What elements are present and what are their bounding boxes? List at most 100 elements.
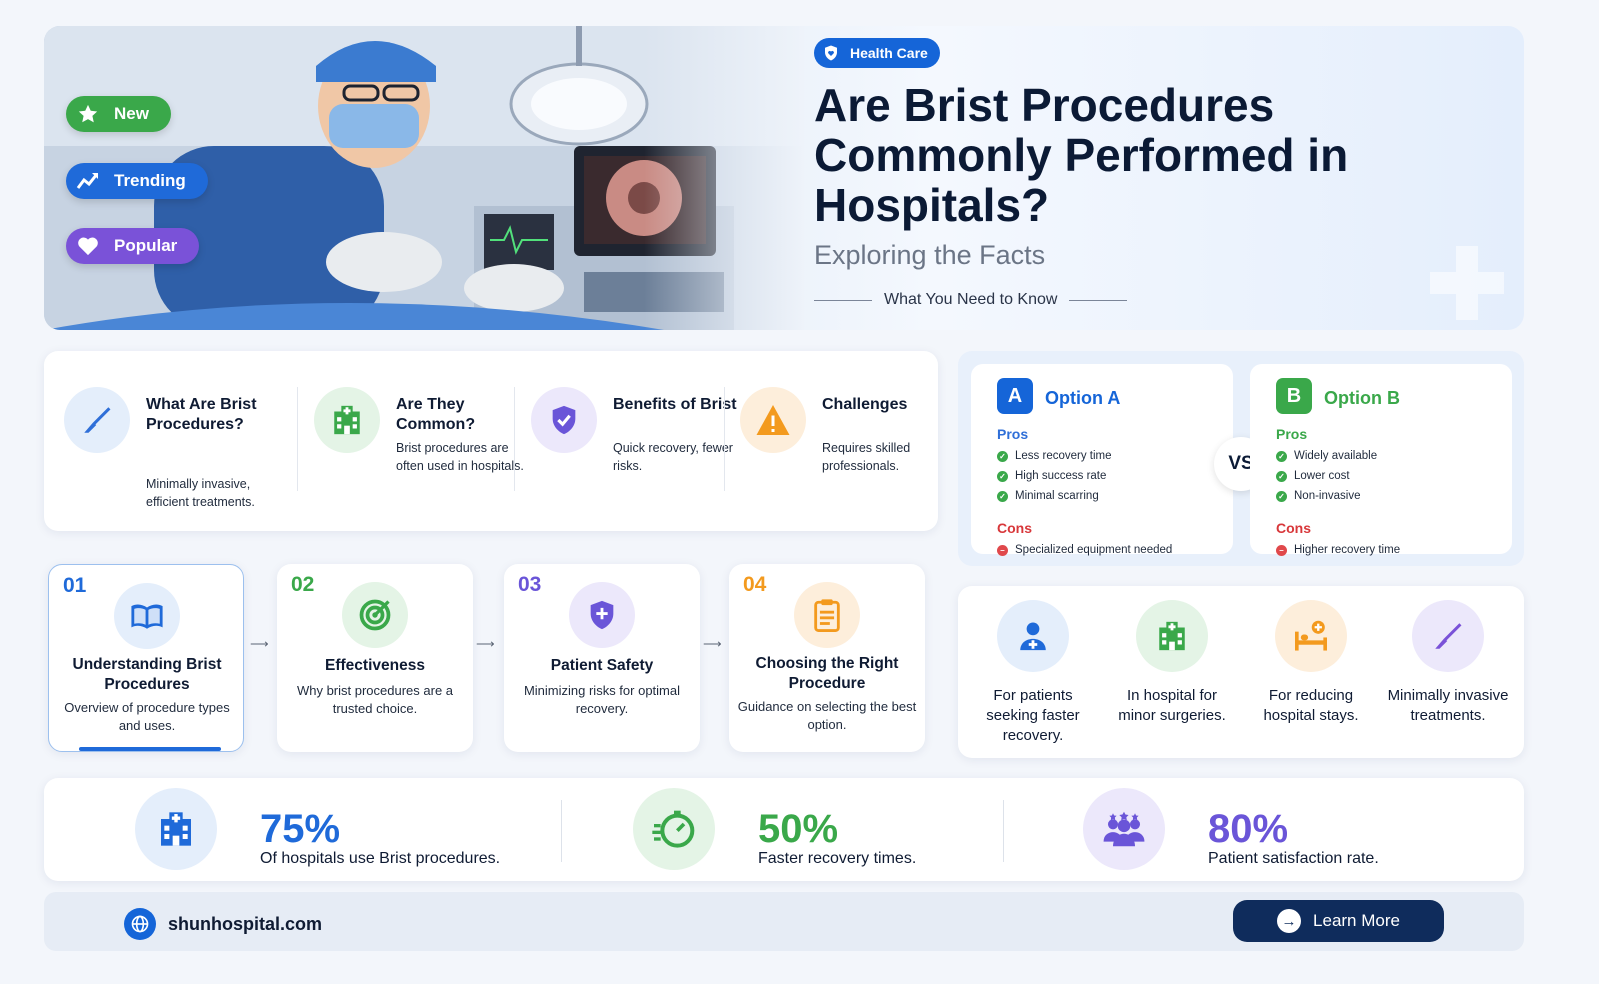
stat-value: 80% — [1208, 807, 1289, 851]
learn-more-button[interactable]: → Learn More — [1233, 900, 1444, 942]
tag-trending-label: Trending — [114, 171, 186, 190]
website-link[interactable]: shunhospital.com — [124, 908, 322, 940]
footer-bar: shunhospital.com → Learn More — [44, 892, 1524, 951]
divider — [297, 387, 298, 491]
clipboard-icon — [794, 582, 860, 648]
step-number: 04 — [743, 573, 767, 596]
pro-text: Less recovery time — [1015, 450, 1112, 462]
pro-text: Non-invasive — [1294, 490, 1361, 502]
option-a-title: Option A — [1045, 388, 1121, 408]
option-b-card: B Option B Pros ✓ Widely available ✓ Lower… — [1250, 364, 1512, 556]
medical-cross-icon — [1430, 246, 1504, 320]
step-desc: Minimizing risks for optimal recovery. — [523, 683, 681, 716]
check-icon: ✓ — [997, 490, 1008, 502]
surgeon-photo — [44, 26, 804, 330]
hospital-icon — [1136, 600, 1208, 672]
minus-icon: – — [997, 544, 1008, 556]
question-title: Benefits of Brist — [613, 396, 737, 413]
pros-label: Pros — [1276, 426, 1308, 442]
audience-text: For patients seeking faster recovery. — [986, 687, 1080, 744]
pro-text: Minimal scarring — [1015, 490, 1099, 502]
step-desc: Guidance on selecting the best option. — [737, 699, 917, 732]
cons-label: Cons — [1276, 520, 1311, 536]
stopwatch-icon — [633, 788, 715, 870]
heart-icon — [76, 234, 100, 258]
questions-card: What Are Brist Procedures? Minimally inv… — [44, 351, 938, 531]
pros-label: Pros — [997, 426, 1029, 442]
question-desc: Requires skilled professionals. — [822, 441, 911, 473]
step-number: 01 — [63, 574, 87, 597]
stats-card: 75% Of hospitals use Brist procedures. 5… — [44, 778, 1524, 881]
arrow-icon: ⟶ — [476, 636, 495, 651]
check-icon: ✓ — [1276, 450, 1287, 462]
pro-text: Widely available — [1294, 450, 1378, 462]
step-title: Effectiveness — [325, 657, 425, 674]
learn-more-label: Learn More — [1313, 911, 1400, 930]
audience-text: In hospital for minor surgeries. — [1118, 687, 1226, 724]
tag-popular-label: Popular — [114, 236, 178, 255]
page-subtitle: Exploring the Facts — [814, 240, 1046, 270]
stat-label: Faster recovery times. — [758, 850, 917, 867]
tag-new: New — [66, 96, 171, 132]
step-number: 02 — [291, 573, 315, 596]
stat-label: Of hospitals use Brist procedures. — [260, 850, 501, 867]
star-icon — [76, 102, 100, 126]
step-card: 03 Patient Safety Minimizing risks for o… — [504, 564, 700, 752]
pro-item: ✓ Lower cost — [1276, 470, 1350, 482]
audience-text: For reducing hospital stays. — [1263, 687, 1359, 724]
option-a-card: A Option A Pros ✓ Less recovery time ✓ Hig… — [971, 364, 1233, 556]
divider-line — [1069, 299, 1128, 301]
option-b-badge: B — [1276, 378, 1312, 414]
divider — [561, 800, 562, 862]
website-text: shunhospital.com — [168, 913, 323, 934]
step-desc: Overview of procedure types and uses. — [64, 700, 230, 733]
hospital-icon — [135, 788, 217, 870]
cons-label: Cons — [997, 520, 1032, 536]
arrow-icon: ⟶ — [703, 636, 722, 651]
question-title: Challenges — [822, 396, 908, 413]
audience-text: Minimally invasive treatments. — [1387, 687, 1509, 724]
con-text: Specialized equipment needed — [1015, 544, 1173, 556]
step-number: 03 — [518, 573, 542, 596]
question-desc: Brist procedures are often used in hospi… — [396, 441, 524, 473]
con-item: – Higher recovery time — [1276, 544, 1400, 556]
divider — [724, 387, 725, 491]
question-title: Are They Common? — [396, 396, 476, 433]
divider-line — [814, 299, 872, 301]
question-desc: Minimally invasive, efficient treatments… — [146, 477, 255, 509]
category-label: Health Care — [850, 45, 928, 61]
globe-icon — [124, 908, 156, 940]
question-desc: Quick recovery, fewer risks. — [613, 441, 733, 473]
warning-icon — [740, 387, 806, 453]
scalpel-icon — [1412, 600, 1484, 672]
tag-popular: Popular — [66, 228, 200, 264]
step-title: Choosing the Right Procedure — [755, 655, 899, 692]
pro-item: ✓ Minimal scarring — [997, 490, 1099, 502]
con-item: – Specialized equipment needed — [997, 544, 1172, 556]
shield-plus-icon — [569, 582, 635, 648]
stat-value: 75% — [260, 807, 341, 851]
audience-card: For patients seeking faster recovery. In… — [958, 586, 1524, 758]
kicker: What You Need to Know — [814, 291, 1139, 309]
question-title: What Are Brist Procedures? — [146, 396, 257, 433]
step-card: 01 Understanding Brist Procedures Overvi… — [48, 564, 244, 752]
pro-item: ✓ High success rate — [997, 470, 1106, 482]
check-icon: ✓ — [1276, 470, 1287, 482]
kicker-text: What You Need to Know — [884, 291, 1058, 308]
arrow-right-icon: → — [1277, 909, 1302, 933]
trending-chart-icon — [76, 169, 100, 193]
step-card: 04 Choosing the Right Procedure Guidance… — [729, 564, 925, 752]
book-icon — [114, 583, 180, 649]
divider — [1003, 800, 1004, 862]
target-icon — [342, 582, 408, 648]
check-icon: ✓ — [997, 470, 1008, 482]
audience-item: For patients seeking faster recovery. — [968, 600, 1098, 746]
tag-trending: Trending — [66, 163, 208, 199]
arrow-icon: ⟶ — [250, 636, 269, 651]
people-icon — [1083, 788, 1165, 870]
shield-check-icon — [531, 387, 597, 453]
step-desc: Why brist procedures are a trusted choic… — [296, 683, 454, 716]
divider — [514, 387, 515, 491]
step-card: 02 Effectiveness Why brist procedures ar… — [277, 564, 473, 752]
pro-text: Lower cost — [1294, 470, 1350, 482]
